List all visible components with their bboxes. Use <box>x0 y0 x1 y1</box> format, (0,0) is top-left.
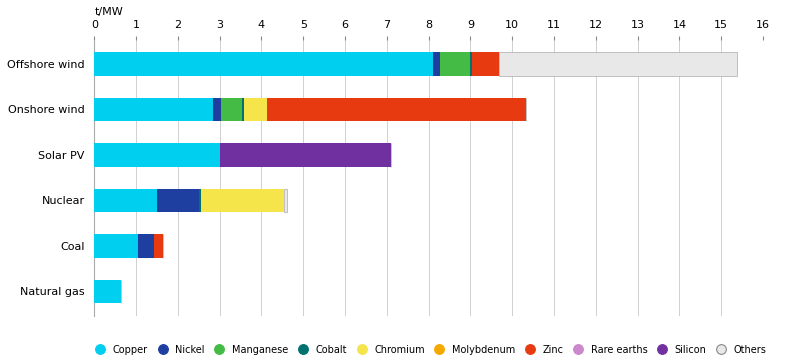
Bar <box>94 234 138 258</box>
Bar <box>470 52 472 76</box>
Bar <box>154 234 163 258</box>
Bar <box>94 189 157 212</box>
Bar <box>201 189 285 212</box>
Bar <box>499 52 737 76</box>
Bar <box>220 143 391 167</box>
Bar <box>198 189 201 212</box>
Bar <box>242 98 244 121</box>
Bar <box>94 52 433 76</box>
Bar <box>267 98 526 121</box>
Bar <box>244 98 267 121</box>
Bar <box>285 189 286 212</box>
Bar <box>433 52 440 76</box>
Bar <box>221 98 242 121</box>
Bar <box>440 52 470 76</box>
Bar <box>214 98 221 121</box>
Legend: Copper, Nickel, Manganese, Cobalt, Chromium, Molybdenum, Zinc, Rare earths, Sili: Copper, Nickel, Manganese, Cobalt, Chrom… <box>89 343 769 357</box>
Bar <box>157 189 198 212</box>
Bar <box>94 98 214 121</box>
Bar <box>94 280 122 303</box>
Bar <box>94 143 220 167</box>
X-axis label: t/MW: t/MW <box>94 7 123 17</box>
Bar <box>472 52 499 76</box>
Bar <box>138 234 154 258</box>
